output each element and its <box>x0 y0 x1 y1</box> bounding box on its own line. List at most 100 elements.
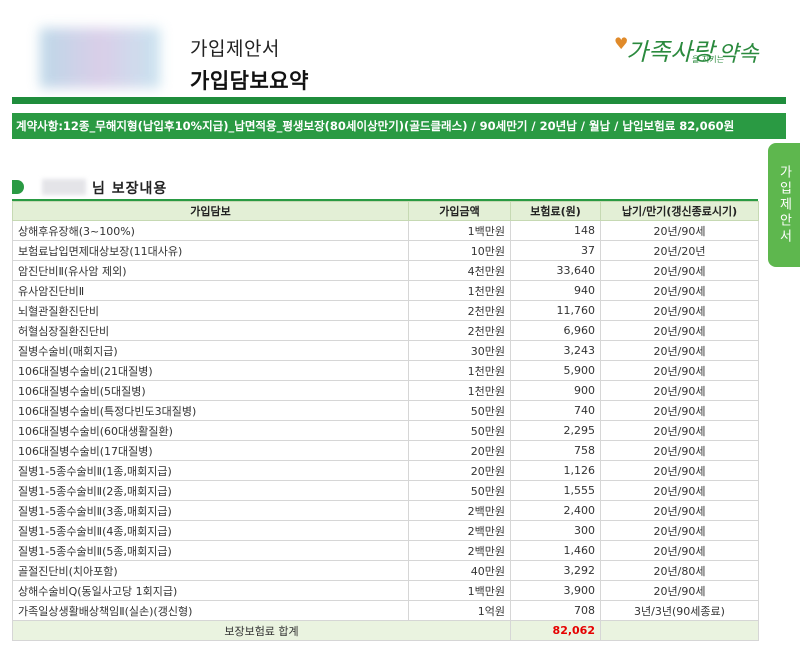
coverage-term: 20년/90세 <box>600 260 759 281</box>
coverage-term: 3년/3년(90세종료) <box>600 600 759 621</box>
coverage-term: 20년/90세 <box>600 420 759 441</box>
coverage-amount: 30만원 <box>408 340 511 361</box>
coverage-section: 님 보장내용 가입담보 가입금액 보험료(원) 납기/만기(갱신종료시기) 상해… <box>12 177 759 641</box>
total-term-empty <box>600 620 759 641</box>
coverage-amount: 50만원 <box>408 420 511 441</box>
coverage-name: 질병1-5종수술비Ⅱ(1종,매회지급) <box>12 460 409 481</box>
coverage-name: 유사암진단비Ⅱ <box>12 280 409 301</box>
coverage-premium: 1,126 <box>510 460 601 481</box>
coverage-premium: 300 <box>510 520 601 541</box>
table-row: 106대질병수술비(특정다빈도3대질병) 50만원 740 20년/90세 <box>12 400 759 421</box>
coverage-amount: 40만원 <box>408 560 511 581</box>
coverage-premium: 5,900 <box>510 360 601 381</box>
coverage-name: 골절진단비(치아포함) <box>12 560 409 581</box>
contract-info-bar: 계약사항:12종_무해지형(납입후10%지급)_납면적용_평생보장(80세이상만… <box>12 113 786 139</box>
coverage-table: 가입담보 가입금액 보험료(원) 납기/만기(갱신종료시기) 상해후유장해(3~… <box>12 201 759 641</box>
section-title: 님 보장내용 <box>92 181 168 197</box>
coverage-term: 20년/90세 <box>600 360 759 381</box>
coverage-amount: 2천만원 <box>408 300 511 321</box>
coverage-premium: 3,900 <box>510 580 601 601</box>
brand-end-text: 약속 <box>718 42 759 67</box>
coverage-amount: 2천만원 <box>408 320 511 341</box>
coverage-amount: 1천만원 <box>408 360 511 381</box>
table-row: 허혈심장질환진단비 2천만원 6,960 20년/90세 <box>12 320 759 341</box>
table-row: 106대질병수술비(17대질병) 20만원 758 20년/90세 <box>12 440 759 461</box>
title-line-1: 가입제안서 <box>190 38 280 60</box>
coverage-name: 질병1-5종수술비Ⅱ(4종,매회지급) <box>12 520 409 541</box>
header-amount: 가입금액 <box>408 201 511 221</box>
heart-icon: ♥ <box>614 34 629 53</box>
coverage-premium: 940 <box>510 280 601 301</box>
side-tab-label: 가입제안서 <box>776 165 792 245</box>
coverage-premium: 1,555 <box>510 480 601 501</box>
coverage-name: 106대질병수술비(60대생활질환) <box>12 420 409 441</box>
table-row: 골절진단비(치아포함) 40만원 3,292 20년/80세 <box>12 560 759 581</box>
table-row: 106대질병수술비(21대질병) 1천만원 5,900 20년/90세 <box>12 360 759 381</box>
coverage-amount: 20만원 <box>408 440 511 461</box>
coverage-name: 질병1-5종수술비Ⅱ(5종,매회지급) <box>12 540 409 561</box>
table-row: 유사암진단비Ⅱ 1천만원 940 20년/90세 <box>12 280 759 301</box>
coverage-amount: 1억원 <box>408 600 511 621</box>
coverage-amount: 1천만원 <box>408 280 511 301</box>
coverage-name: 106대질병수술비(특정다빈도3대질병) <box>12 400 409 421</box>
coverage-amount: 50만원 <box>408 400 511 421</box>
coverage-name: 상해수술비Q(동일사고당 1회지급) <box>12 580 409 601</box>
coverage-premium: 708 <box>510 600 601 621</box>
coverage-amount: 50만원 <box>408 480 511 501</box>
coverage-name: 질병1-5종수술비Ⅱ(2종,매회지급) <box>12 480 409 501</box>
coverage-term: 20년/90세 <box>600 440 759 461</box>
table-row: 뇌혈관질환진단비 2천만원 11,760 20년/90세 <box>12 300 759 321</box>
table-row: 질병1-5종수술비Ⅱ(5종,매회지급) 2백만원 1,460 20년/90세 <box>12 540 759 561</box>
coverage-name: 허혈심장질환진단비 <box>12 320 409 341</box>
table-row: 보험료납입면제대상보장(11대사유) 10만원 37 20년/20년 <box>12 240 759 261</box>
coverage-term: 20년/90세 <box>600 280 759 301</box>
table-row: 질병1-5종수술비Ⅱ(1종,매회지급) 20만원 1,126 20년/90세 <box>12 460 759 481</box>
coverage-name: 뇌혈관질환진단비 <box>12 300 409 321</box>
coverage-premium: 3,292 <box>510 560 601 581</box>
document-title: 가입제안서 가입담보요약 <box>190 34 309 95</box>
table-row: 106대질병수술비(5대질병) 1천만원 900 20년/90세 <box>12 380 759 401</box>
coverage-term: 20년/90세 <box>600 320 759 341</box>
side-tab-proposal[interactable]: 가입제안서 <box>768 143 800 267</box>
coverage-name: 106대질병수술비(5대질병) <box>12 380 409 401</box>
coverage-premium: 33,640 <box>510 260 601 281</box>
coverage-premium: 2,295 <box>510 420 601 441</box>
coverage-name: 암진단비Ⅱ(유사암 제외) <box>12 260 409 281</box>
header-premium: 보험료(원) <box>510 201 601 221</box>
coverage-term: 20년/90세 <box>600 480 759 501</box>
coverage-premium: 11,760 <box>510 300 601 321</box>
brand-slogan-logo: ♥ 가족사랑 을 지키는 약속 <box>614 32 764 72</box>
customer-name-redacted <box>42 179 86 195</box>
header-term: 납기/만기(갱신종료시기) <box>600 201 759 221</box>
table-row: 가족일상생활배상책임Ⅱ(실손)(갱신형) 1억원 708 3년/3년(90세종료) <box>12 600 759 621</box>
coverage-name: 106대질병수술비(21대질병) <box>12 360 409 381</box>
coverage-premium: 1,460 <box>510 540 601 561</box>
coverage-term: 20년/90세 <box>600 300 759 321</box>
coverage-name: 상해후유장해(3~100%) <box>12 220 409 241</box>
coverage-amount: 1백만원 <box>408 580 511 601</box>
coverage-term: 20년/90세 <box>600 400 759 421</box>
section-header: 님 보장내용 <box>12 177 758 201</box>
coverage-amount: 1천만원 <box>408 380 511 401</box>
coverage-name: 가족일상생활배상책임Ⅱ(실손)(갱신형) <box>12 600 409 621</box>
coverage-term: 20년/90세 <box>600 220 759 241</box>
table-row: 상해후유장해(3~100%) 1백만원 148 20년/90세 <box>12 220 759 241</box>
coverage-term: 20년/90세 <box>600 580 759 601</box>
brand-small-text: 을 지키는 <box>692 55 724 64</box>
coverage-premium: 758 <box>510 440 601 461</box>
table-row: 질병1-5종수술비Ⅱ(3종,매회지급) 2백만원 2,400 20년/90세 <box>12 500 759 521</box>
company-logo <box>40 28 160 88</box>
coverage-term: 20년/90세 <box>600 340 759 361</box>
coverage-amount: 10만원 <box>408 240 511 261</box>
coverage-premium: 740 <box>510 400 601 421</box>
coverage-premium: 148 <box>510 220 601 241</box>
coverage-name: 질병수술비(매회지급) <box>12 340 409 361</box>
coverage-amount: 2백만원 <box>408 540 511 561</box>
total-label: 보장보험료 합계 <box>12 620 511 641</box>
coverage-premium: 2,400 <box>510 500 601 521</box>
table-header-row: 가입담보 가입금액 보험료(원) 납기/만기(갱신종료시기) <box>12 201 759 221</box>
coverage-premium: 6,960 <box>510 320 601 341</box>
title-line-2: 가입담보요약 <box>190 69 309 93</box>
coverage-term: 20년/90세 <box>600 540 759 561</box>
coverage-term: 20년/90세 <box>600 520 759 541</box>
